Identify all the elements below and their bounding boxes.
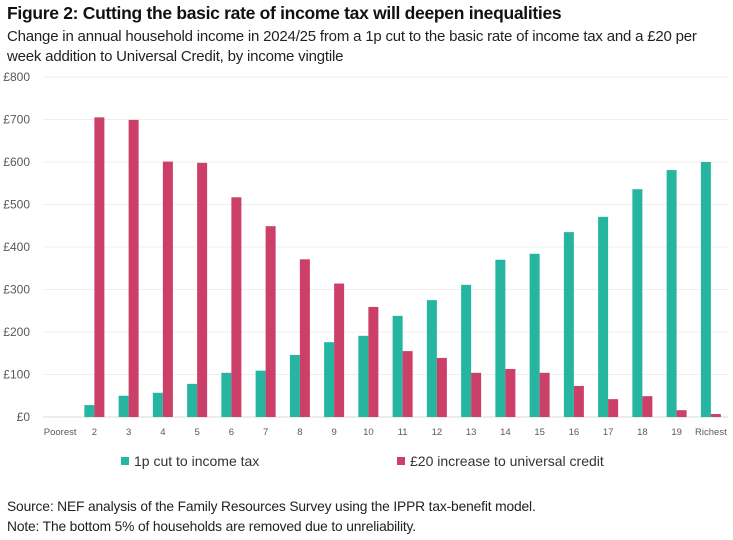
x-tick-label: 13 <box>466 427 477 438</box>
bar-universal-credit <box>436 357 447 417</box>
bar-universal-credit <box>334 283 345 417</box>
bar-income-tax-cut <box>358 335 369 417</box>
x-tick-label: 6 <box>229 427 234 438</box>
x-tick-label: 19 <box>671 427 682 438</box>
x-tick-label: 11 <box>398 427 408 438</box>
x-tick-label: 7 <box>263 427 268 438</box>
x-tick-label: Poorest <box>44 427 77 438</box>
bar-income-tax-cut <box>392 315 403 417</box>
bar-income-tax-cut <box>461 284 472 417</box>
bar-universal-credit <box>642 396 653 417</box>
bar-universal-credit <box>265 226 276 417</box>
legend-swatch <box>121 457 129 465</box>
x-tick-label: 17 <box>603 427 614 438</box>
y-tick-label: £800 <box>3 70 30 84</box>
bar-universal-credit <box>676 410 687 417</box>
x-tick-label: 9 <box>331 427 336 438</box>
bar-income-tax-cut <box>563 232 574 417</box>
legend: 1p cut to income tax £20 increase to univ… <box>121 453 604 469</box>
x-tick-label: 16 <box>569 427 580 438</box>
legend-label: £20 increase to universal credit <box>410 453 604 469</box>
bar-universal-credit <box>402 351 413 417</box>
y-tick-label: £600 <box>3 155 30 169</box>
bar-income-tax-cut <box>118 395 129 417</box>
bars <box>84 117 721 418</box>
x-tick-label: 10 <box>363 427 374 438</box>
y-tick-label: £700 <box>3 113 30 127</box>
legend-swatch <box>397 457 405 465</box>
x-tick-label: 8 <box>297 427 302 438</box>
x-tick-label: 18 <box>637 427 648 438</box>
y-tick-label: £300 <box>3 283 30 297</box>
bar-income-tax-cut <box>632 189 643 417</box>
x-tick-label: 15 <box>534 427 545 438</box>
gridlines <box>43 76 728 418</box>
bar-income-tax-cut <box>529 253 540 417</box>
bar-universal-credit <box>710 414 721 417</box>
bar-universal-credit <box>299 259 310 417</box>
bar-income-tax-cut <box>426 300 437 417</box>
bar-income-tax-cut <box>289 354 300 417</box>
bar-universal-credit <box>231 197 242 417</box>
x-tick-label: Richest <box>695 427 727 438</box>
x-axis-ticks: Poorest 2 3 4 5 6 7 8 9 10 11 12 13 14 15 16 17 18 19 Riche… <box>44 427 727 438</box>
bar-income-tax-cut <box>598 216 609 417</box>
figure-title: Figure 2: Cutting the basic rate of inco… <box>7 3 562 23</box>
x-tick-label: 2 <box>92 427 97 438</box>
y-tick-label: £200 <box>3 325 30 339</box>
bar-income-tax-cut <box>221 372 232 417</box>
bar-universal-credit <box>197 162 208 417</box>
x-tick-label: 4 <box>160 427 165 438</box>
bar-universal-credit <box>505 368 516 417</box>
bar-universal-credit <box>608 399 619 417</box>
bar-universal-credit <box>471 372 482 417</box>
bar-universal-credit <box>539 372 550 417</box>
bar-universal-credit <box>573 385 584 417</box>
bar-income-tax-cut <box>187 383 198 417</box>
data-note: Note: The bottom 5% of households are re… <box>7 519 416 534</box>
legend-label: 1p cut to income tax <box>134 453 259 469</box>
bar-universal-credit <box>162 161 173 417</box>
bar-income-tax-cut <box>495 259 506 417</box>
bar-income-tax-cut <box>255 370 266 417</box>
y-tick-label: £0 <box>17 410 31 424</box>
x-tick-label: 14 <box>500 427 511 438</box>
bar-income-tax-cut <box>666 170 677 417</box>
x-tick-label: 3 <box>126 427 131 438</box>
bar-universal-credit <box>94 117 105 417</box>
y-axis-ticks: £0 £100 £200 £300 £400 £500 £600 £700 £800 <box>3 70 30 424</box>
y-tick-label: £500 <box>3 198 30 212</box>
x-tick-label: 5 <box>194 427 199 438</box>
bar-income-tax-cut <box>84 405 95 417</box>
bar-income-tax-cut <box>324 342 335 417</box>
y-tick-label: £100 <box>3 368 30 382</box>
figure-footer: Source: NEF analysis of the Family Resou… <box>7 497 536 537</box>
bar-universal-credit <box>368 306 379 417</box>
bar-income-tax-cut <box>152 392 163 417</box>
x-tick-label: 12 <box>432 427 443 438</box>
source-note: Source: NEF analysis of the Family Resou… <box>7 499 536 514</box>
bar-income-tax-cut <box>700 162 711 417</box>
figure-subtitle: Change in annual household income in 202… <box>7 28 697 65</box>
bar-universal-credit <box>128 119 139 418</box>
y-tick-label: £400 <box>3 240 30 254</box>
